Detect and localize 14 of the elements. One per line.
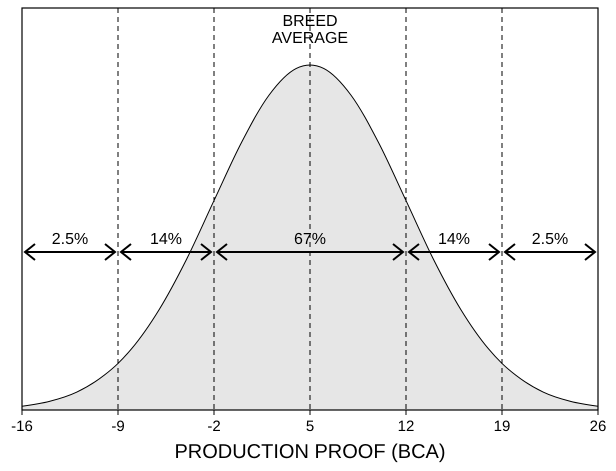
x-tick-label: -16 <box>11 418 33 435</box>
x-tick-label: 19 <box>494 418 510 435</box>
x-axis-title: PRODUCTION PROOF (BCA) <box>174 441 446 463</box>
x-tick-label: 26 <box>590 418 606 435</box>
annotation: 14% <box>150 230 182 248</box>
x-tick-label: 5 <box>306 418 314 435</box>
x-tick-label: -9 <box>111 418 125 435</box>
x-tick-label: -2 <box>207 418 221 435</box>
x-tick-label: 12 <box>398 418 414 435</box>
annotation: 67% <box>294 230 326 248</box>
annotation: 2.5% <box>52 230 88 248</box>
ref-line-label: BREED AVERAGE <box>272 13 348 47</box>
annotation: 2.5% <box>532 230 568 248</box>
annotation: 14% <box>438 230 470 248</box>
